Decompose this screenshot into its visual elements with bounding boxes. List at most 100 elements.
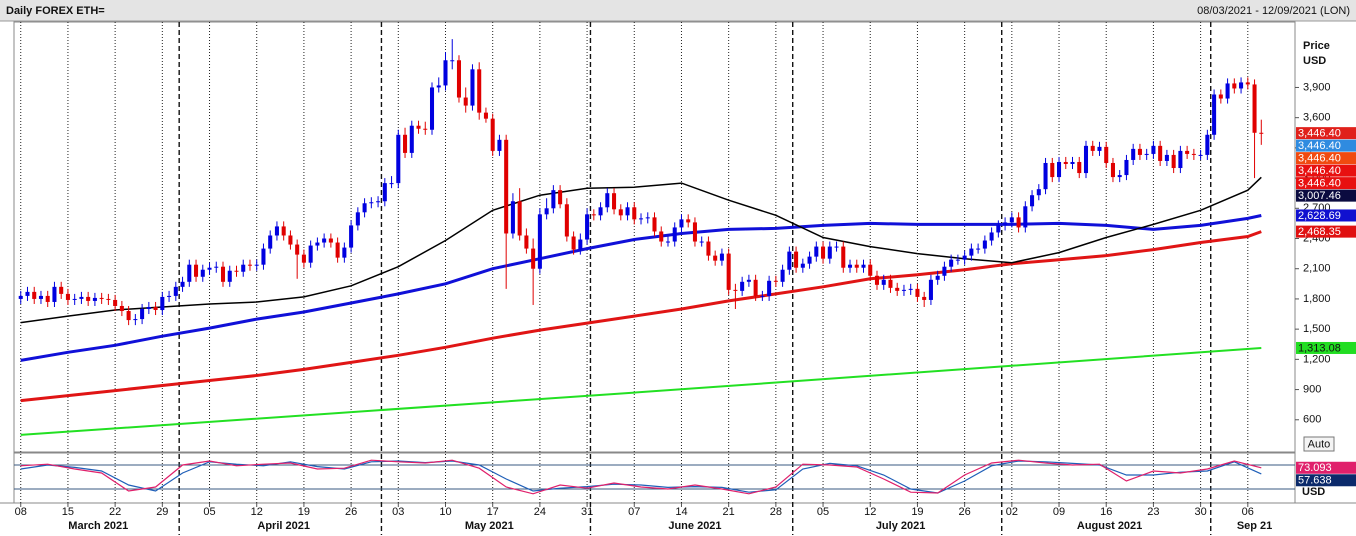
month-label: March 2021 bbox=[68, 520, 128, 532]
candle-body bbox=[760, 295, 765, 297]
value-tag-label: 57.638 bbox=[1298, 475, 1332, 487]
candle-body bbox=[1050, 162, 1055, 178]
candle-body bbox=[268, 235, 273, 249]
month-label: May 2021 bbox=[465, 520, 514, 532]
x-tick-label: 06 bbox=[1242, 506, 1254, 518]
candle-body bbox=[1151, 145, 1156, 154]
candle-body bbox=[119, 305, 124, 312]
month-label: Sep 21 bbox=[1237, 520, 1272, 532]
candle-body bbox=[308, 245, 313, 263]
value-tag-label: 3,446.40 bbox=[1298, 165, 1341, 177]
month-label: April 2021 bbox=[257, 520, 310, 532]
candle-body bbox=[1232, 83, 1237, 89]
x-tick-label: 28 bbox=[770, 506, 782, 518]
candle-body bbox=[699, 241, 704, 243]
candle-body bbox=[598, 207, 603, 216]
candle-body bbox=[827, 246, 832, 259]
x-tick-label: 10 bbox=[439, 506, 451, 518]
candle-body bbox=[558, 190, 563, 205]
candle-body bbox=[719, 253, 724, 261]
candle-body bbox=[167, 295, 172, 297]
candle-body bbox=[1030, 195, 1035, 207]
candle-body bbox=[814, 246, 819, 257]
y-tick-label: 1,500 bbox=[1303, 323, 1331, 335]
candle-body bbox=[369, 202, 374, 204]
candle-body bbox=[301, 254, 306, 263]
candle-body bbox=[780, 269, 785, 282]
candle-body bbox=[113, 299, 118, 306]
candle-body bbox=[888, 279, 893, 288]
candle-body bbox=[281, 226, 286, 236]
candle-body bbox=[322, 238, 327, 243]
candle-body bbox=[1252, 84, 1257, 133]
candle-body bbox=[537, 214, 542, 269]
candle-body bbox=[794, 251, 799, 268]
candle-body bbox=[79, 296, 84, 299]
candle-body bbox=[423, 128, 428, 130]
candle-body bbox=[908, 288, 913, 290]
candle-body bbox=[517, 201, 522, 236]
candle-body bbox=[220, 266, 226, 282]
y-tick-label: 600 bbox=[1303, 414, 1321, 426]
value-tag bbox=[1296, 177, 1356, 190]
candle-body bbox=[800, 263, 805, 268]
candle-body bbox=[1131, 148, 1136, 160]
x-tick-label: 31 bbox=[581, 506, 593, 518]
moving-average bbox=[20, 230, 1262, 403]
value-tag-label: 3,446.40 bbox=[1298, 153, 1341, 165]
value-tag bbox=[1296, 225, 1356, 238]
candle-body bbox=[524, 235, 529, 249]
value-tag bbox=[1296, 341, 1356, 354]
candle-body bbox=[1158, 145, 1163, 161]
candle-body bbox=[1023, 206, 1028, 228]
candle-body bbox=[962, 255, 967, 260]
candle-body bbox=[612, 193, 617, 210]
x-tick-label: 09 bbox=[1053, 506, 1065, 518]
candle-body bbox=[456, 60, 462, 98]
month-label: June 2021 bbox=[668, 520, 721, 532]
candle-body bbox=[605, 193, 610, 208]
y-axis-label: Price bbox=[1303, 40, 1330, 52]
candle-body bbox=[942, 266, 947, 276]
candle-body bbox=[510, 201, 515, 234]
candle-body bbox=[1016, 217, 1021, 228]
x-tick-label: 08 bbox=[15, 506, 27, 518]
x-tick-label: 17 bbox=[487, 506, 499, 518]
candle-body bbox=[571, 236, 576, 250]
moving-average bbox=[20, 214, 1262, 362]
candle-body bbox=[901, 289, 906, 291]
y-tick-label: 1,200 bbox=[1303, 353, 1331, 365]
value-tag bbox=[1296, 461, 1356, 474]
candle-body bbox=[504, 139, 509, 234]
x-tick-label: 19 bbox=[298, 506, 310, 518]
candle-body bbox=[618, 209, 623, 216]
candle-body bbox=[773, 280, 778, 282]
candle-body bbox=[45, 295, 50, 302]
candle-body bbox=[416, 125, 421, 129]
candle-body bbox=[25, 291, 30, 296]
value-tag bbox=[1296, 164, 1356, 177]
candle-body bbox=[881, 279, 886, 285]
candle-body bbox=[834, 246, 839, 248]
x-tick-label: 19 bbox=[911, 506, 923, 518]
auto-button[interactable] bbox=[1303, 436, 1335, 452]
candle-body bbox=[355, 212, 360, 226]
candle-body bbox=[194, 264, 199, 277]
candle-body bbox=[969, 248, 974, 256]
candle-body bbox=[328, 238, 333, 243]
candle-body bbox=[895, 287, 900, 291]
y-axis-unit: USD bbox=[1303, 55, 1326, 67]
candle-body bbox=[638, 218, 644, 220]
candle-body bbox=[187, 264, 192, 282]
auto-button-label[interactable]: Auto bbox=[1308, 438, 1331, 450]
candle-body bbox=[1191, 153, 1196, 155]
candle-body bbox=[679, 219, 684, 228]
candle-body bbox=[443, 60, 448, 86]
candle-body bbox=[854, 264, 859, 268]
candle-body bbox=[86, 296, 91, 301]
candle-body bbox=[1212, 94, 1217, 135]
candle-body bbox=[996, 225, 1001, 233]
candle-body bbox=[807, 256, 812, 264]
candle-body bbox=[403, 134, 408, 153]
value-tag bbox=[1296, 152, 1356, 165]
